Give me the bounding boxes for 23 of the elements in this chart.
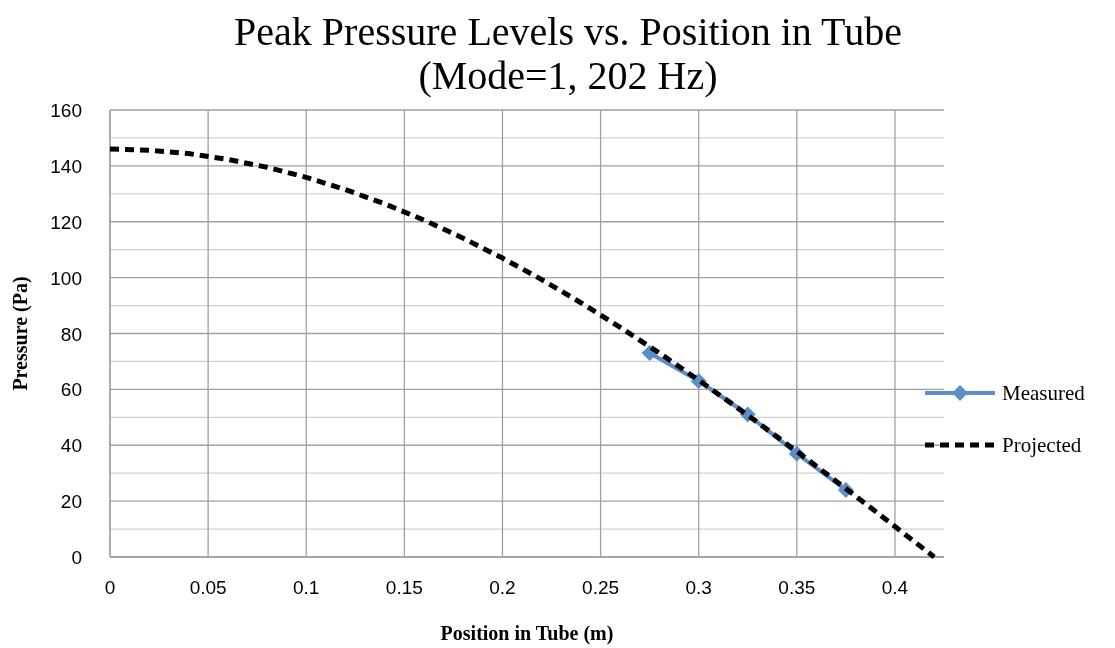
y-tick-label: 80 [60,323,82,345]
y-tick-label: 40 [60,435,82,457]
chart-title: Peak Pressure Levels vs. Position in Tube (Mode=1, 202 Hz) [234,9,902,98]
x-tick-label: 0.2 [489,577,516,598]
y-axis-title: Pressure (Pa) [9,276,32,391]
y-tick-label: 0 [71,547,82,568]
y-tick-label: 60 [60,379,82,401]
y-tick-label: 140 [50,155,82,177]
y-tick-label: 20 [60,491,82,513]
legend-label: Projected [1002,433,1082,457]
legend-label: Measured [1002,381,1086,405]
x-tick-label: 0.25 [582,577,620,598]
y-tick-label: 100 [50,267,82,289]
x-tick-label: 0 [104,577,116,598]
x-tick-label: 0.35 [778,577,816,598]
y-tick-label: 120 [50,211,82,233]
y-tick-label: 160 [50,100,82,121]
x-axis-title: Position in Tube (m) [440,622,614,645]
x-tick-label: 0.15 [385,577,423,598]
x-tick-label: 0.1 [293,577,320,598]
x-tick-label: 0.4 [881,577,909,598]
x-tick-label: 0.05 [189,577,227,598]
x-tick-label: 0.3 [685,577,712,598]
